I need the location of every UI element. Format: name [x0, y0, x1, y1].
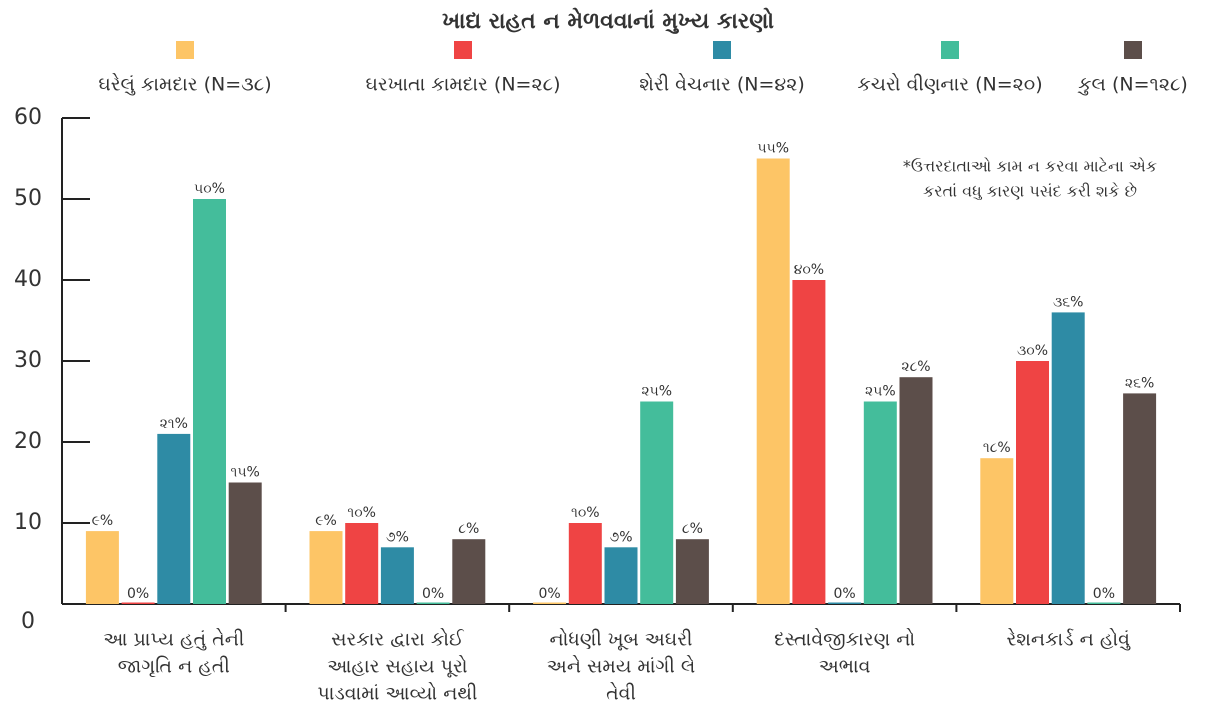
- data-label: ૭%: [386, 529, 409, 545]
- legend-label: કુલ (N=૧૨૮): [1077, 74, 1188, 96]
- annotation: *ઉત્તરદાતાઓ કામ ન કરવા માટેના એક: [903, 156, 1157, 175]
- legend-label: શેરી વેચનાર (N=૪૨): [639, 73, 805, 95]
- data-label: ૨૫%: [865, 384, 896, 400]
- data-label: ૮%: [682, 521, 703, 537]
- data-label: ૭%: [609, 529, 632, 545]
- data-label: ૩૬%: [1053, 294, 1083, 310]
- data-label: ૨૧%: [160, 416, 188, 432]
- y-tick-label: 0: [21, 609, 35, 634]
- data-label: ૧૦%: [347, 505, 376, 521]
- data-label: 0%: [1093, 586, 1115, 602]
- bar: [980, 458, 1014, 604]
- data-label: ૯%: [92, 513, 114, 529]
- bar: [1087, 602, 1121, 604]
- data-label: ૮%: [458, 521, 479, 537]
- bar: [416, 602, 450, 604]
- data-label: ૨૮%: [901, 359, 930, 375]
- x-tick-label: અભાવ: [819, 656, 871, 678]
- bar: [533, 602, 567, 604]
- bar: [1051, 312, 1085, 604]
- data-label: ૫૫%: [757, 141, 789, 157]
- bar: [193, 199, 226, 604]
- x-tick-label: જાગૃતિ ન હતી: [118, 656, 230, 678]
- data-label: ૧૫%: [231, 465, 260, 481]
- legend-swatch: [1124, 41, 1142, 59]
- data-label: ૯%: [315, 513, 337, 529]
- data-label: ૩૦%: [1017, 343, 1048, 359]
- bar: [380, 547, 414, 604]
- bar: [675, 539, 709, 604]
- data-label: 0%: [127, 586, 149, 602]
- data-label: ૫૦%: [194, 181, 225, 197]
- chart-title: ખાદ્ય રાહત ન મેળવવાનાં મુખ્ય કારણો: [442, 7, 774, 35]
- y-tick-label: 30: [14, 348, 42, 373]
- y-tick-label: 10: [14, 510, 42, 535]
- bar: [345, 523, 379, 604]
- x-tick-label: રેશનકાર્ડ ન હોવું: [1006, 628, 1131, 650]
- x-tick-label: દસ્તાવેજીકારણ નો: [774, 628, 915, 650]
- bar: [756, 158, 790, 604]
- x-tick-label: આહાર સહાય પૂરો: [327, 656, 467, 678]
- x-tick-label: અને સમય માંગી લે: [547, 655, 695, 677]
- data-label: ૨૬%: [1125, 375, 1154, 391]
- bar: [899, 377, 933, 604]
- bar: [309, 531, 343, 604]
- data-label: ૧૮%: [983, 440, 1011, 456]
- data-label: ૨૫%: [641, 384, 672, 400]
- x-tick-label: નોધણી ખૂબ અઘરી: [550, 629, 693, 651]
- bar: [452, 539, 486, 604]
- bar: [157, 433, 191, 604]
- data-label: 0%: [422, 586, 444, 602]
- bar: [828, 602, 862, 604]
- bar: [121, 602, 155, 604]
- legend-swatch: [454, 41, 472, 59]
- bar: [1016, 361, 1049, 604]
- x-tick-label: તેવી: [606, 682, 636, 704]
- legend-swatch: [941, 41, 959, 59]
- bar: [604, 547, 638, 604]
- data-label: ૪૦%: [794, 262, 824, 278]
- legend-label: ઘરખાતા કામદાર (N=૨૮): [366, 74, 561, 96]
- bar: [1123, 393, 1157, 604]
- data-label: ૧૦%: [571, 505, 600, 521]
- legend-swatch: [713, 41, 731, 59]
- data-label: 0%: [538, 586, 560, 602]
- bar: [792, 280, 826, 604]
- bar: [863, 401, 897, 604]
- bar: [228, 482, 262, 604]
- legend-swatch: [176, 41, 194, 59]
- annotation: કરતાં વધુ કારણ પસંદ કરી શકે છે: [923, 181, 1137, 200]
- x-tick-label: આ પ્રાપ્ય હતું તેની: [103, 628, 244, 650]
- legend-label: ઘરેલું કામદાર (N=૩૮): [98, 73, 271, 95]
- y-tick-label: 50: [14, 186, 42, 211]
- y-tick-label: 40: [14, 267, 42, 292]
- data-label: 0%: [833, 586, 855, 602]
- y-tick-label: 20: [14, 429, 42, 454]
- y-tick-label: 60: [14, 105, 42, 130]
- x-tick-label: પાડવામાં આવ્યો નથી: [317, 683, 477, 705]
- x-tick-label: સરકાર દ્વારા કોઈ: [331, 629, 465, 651]
- bar: [640, 401, 674, 604]
- bar: [85, 531, 119, 604]
- bar: [568, 523, 602, 604]
- legend-label: કચરો વીણનાર (N=૨૦): [857, 74, 1042, 96]
